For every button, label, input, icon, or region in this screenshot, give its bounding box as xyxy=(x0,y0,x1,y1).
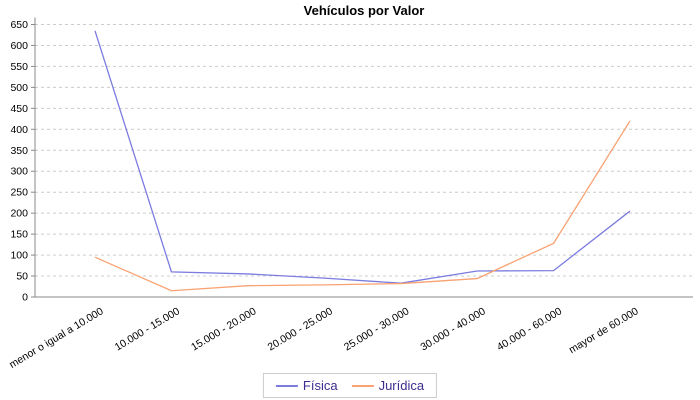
y-tick-label: 450 xyxy=(10,103,28,115)
y-tick-label: 100 xyxy=(10,250,28,262)
y-tick-label: 650 xyxy=(10,19,28,31)
legend-item-fisica: Física xyxy=(275,378,338,393)
y-tick-label: 400 xyxy=(10,124,28,136)
y-tick-label: 50 xyxy=(16,271,28,283)
series-line-0 xyxy=(94,30,631,284)
y-tick-label: 200 xyxy=(10,208,28,220)
x-category-label: mayor de 60.000 xyxy=(567,305,641,356)
x-category-label: 40.000 - 60.000 xyxy=(495,305,564,353)
fisica-line-swatch xyxy=(275,384,298,387)
y-tick-label: 600 xyxy=(10,40,28,52)
y-tick-label: 550 xyxy=(10,61,28,73)
legend-item-juridica: Jurídica xyxy=(351,378,425,393)
x-category-label: 25.000 - 30.000 xyxy=(342,305,411,353)
juridica-line-swatch xyxy=(351,384,374,387)
y-tick-label: 350 xyxy=(10,145,28,157)
y-tick-label: 500 xyxy=(10,82,28,94)
y-tick-label: 0 xyxy=(22,292,28,304)
x-category-label: 20.000 - 25.000 xyxy=(266,305,335,353)
x-category-label: menor o igual a 10.000 xyxy=(7,305,105,371)
x-category-label: 15.000 - 20.000 xyxy=(189,305,258,353)
legend: Física Jurídica xyxy=(262,373,438,398)
y-tick-label: 150 xyxy=(10,229,28,241)
y-tick-label: 250 xyxy=(10,187,28,199)
x-category-label: 10.000 - 15.000 xyxy=(113,305,182,353)
x-category-label: 30.000 - 40.000 xyxy=(418,305,487,353)
chart-title: Vehículos por Valor xyxy=(303,3,425,18)
legend-label-juridica: Jurídica xyxy=(378,378,425,393)
y-tick-label: 300 xyxy=(10,166,28,178)
series-line-1 xyxy=(94,120,631,292)
legend-label-fisica: Física xyxy=(302,378,338,393)
